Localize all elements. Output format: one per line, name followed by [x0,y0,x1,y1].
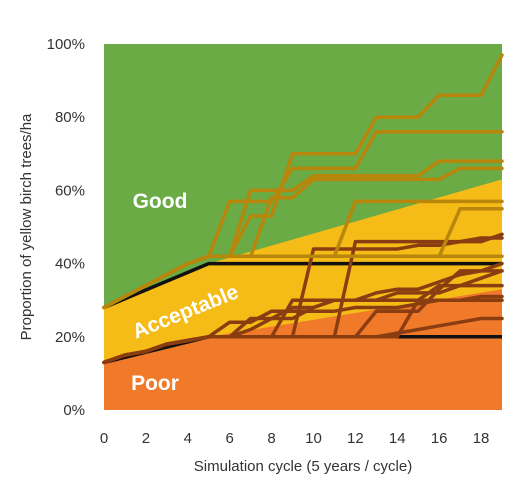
y-axis-ticks: 0% 20% 40% 60% 80% 100% [47,36,85,419]
region-poor [104,289,502,410]
y-tick-label: 20% [55,329,85,346]
chart-regions [104,44,502,410]
x-axis-ticks: 0 2 4 6 8 10 12 14 16 18 [100,430,490,447]
y-tick-label: 80% [55,109,85,126]
y-axis-label: Proportion of yellow birch trees/ha [18,113,35,340]
x-tick-label: 6 [226,430,234,447]
y-tick-label: 100% [47,36,85,53]
x-tick-label: 8 [267,430,275,447]
series-line-upper-15 [102,254,504,310]
y-tick-label: 40% [55,256,85,273]
x-tick-label: 16 [431,430,448,447]
x-tick-label: 14 [389,430,406,447]
series-lines [102,53,504,365]
x-tick-label: 18 [473,430,490,447]
region-label-good: Good [133,190,188,213]
y-tick-label: 0% [63,402,85,419]
y-tick-label: 60% [55,182,85,199]
x-tick-label: 2 [142,430,150,447]
x-axis-label: Simulation cycle (5 years / cycle) [194,458,412,475]
x-tick-label: 4 [184,430,192,447]
series-line-lower-8 [102,298,504,365]
threshold-good-line [103,261,502,310]
region-label-poor: Poor [131,372,179,395]
x-tick-label: 10 [305,430,322,447]
x-tick-label: 12 [347,430,364,447]
x-tick-label: 0 [100,430,108,447]
